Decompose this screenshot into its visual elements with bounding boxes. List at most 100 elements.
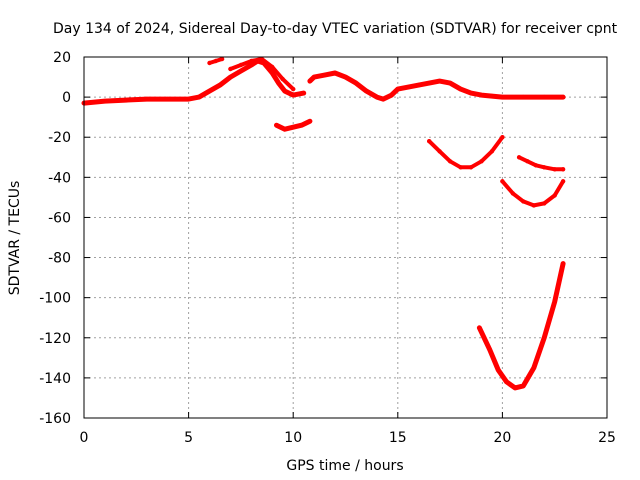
data-point	[531, 365, 536, 371]
data-point	[542, 335, 547, 340]
data-point	[496, 367, 501, 373]
data-point	[552, 167, 557, 172]
data-point	[282, 127, 287, 132]
series-track-arc-1	[427, 135, 505, 170]
data-point	[343, 74, 348, 80]
data-point	[525, 159, 530, 164]
y-tick-label: -20	[48, 130, 71, 146]
data-point	[521, 383, 526, 389]
data-point	[291, 86, 296, 92]
data-point	[280, 76, 285, 82]
y-tick-label: -80	[48, 251, 71, 267]
plot-frame	[83, 56, 608, 419]
data-point	[219, 56, 225, 62]
data-point	[437, 78, 442, 84]
data-point	[560, 179, 566, 184]
data-point	[238, 62, 244, 68]
data-point	[276, 80, 281, 86]
data-point	[274, 123, 279, 128]
y-tick-label: -60	[48, 210, 71, 226]
data-point	[468, 90, 474, 96]
series-track-arc-3	[516, 155, 566, 172]
series-line	[427, 135, 505, 170]
data-point	[447, 80, 453, 86]
data-point	[500, 179, 505, 184]
data-point	[560, 167, 566, 172]
data-point	[102, 98, 108, 104]
data-point	[374, 94, 380, 100]
data-point	[489, 93, 495, 99]
data-point	[186, 96, 191, 102]
x-tick-label: 0	[80, 430, 89, 446]
data-point	[468, 165, 474, 170]
data-point	[238, 68, 244, 74]
data-point	[516, 155, 522, 160]
data-point	[217, 82, 223, 88]
data-point	[477, 325, 482, 330]
data-point	[542, 94, 547, 100]
y-tick-label: 0	[62, 90, 71, 106]
data-point	[458, 86, 463, 92]
series-track-main	[81, 58, 307, 106]
chart-title: Day 134 of 2024, Sidereal Day-to-day VTE…	[53, 21, 618, 37]
data-point	[533, 163, 539, 168]
data-point	[521, 199, 526, 204]
data-point	[307, 78, 313, 84]
data-point	[427, 139, 432, 144]
data-point	[389, 92, 394, 98]
data-point	[353, 80, 359, 86]
data-point	[249, 62, 254, 68]
data-point	[504, 379, 509, 385]
series-track-arc-4	[476, 261, 566, 391]
series-track-drop	[274, 118, 313, 132]
x-axis-title: GPS time / hours	[286, 458, 403, 474]
data-point	[270, 64, 275, 70]
series-line	[307, 70, 566, 102]
data-point	[542, 201, 547, 206]
data-point	[560, 94, 566, 100]
data-point	[479, 92, 484, 98]
data-point	[381, 96, 386, 102]
series-track-main-upper	[228, 56, 296, 92]
data-point	[311, 74, 317, 80]
data-point	[489, 149, 495, 154]
data-point	[458, 165, 463, 170]
data-point	[560, 261, 566, 266]
data-point	[213, 58, 218, 64]
data-point	[332, 70, 338, 76]
x-tick-label: 15	[389, 430, 407, 446]
data-point	[552, 299, 557, 304]
data-point	[207, 60, 212, 66]
data-point	[322, 72, 327, 78]
data-point	[123, 97, 128, 103]
y-axis-ticks: 20 0 -20 -40 -60 -80 -100 -120 -140 -160	[39, 50, 607, 427]
x-axis-ticks: 0 5 10 15 20 25	[80, 57, 616, 446]
data-point	[521, 94, 526, 100]
data-point	[144, 96, 149, 102]
data-point	[479, 159, 484, 164]
series-line	[517, 155, 566, 172]
data-point	[228, 66, 233, 72]
data-point	[487, 347, 492, 352]
x-tick-label: 20	[493, 430, 511, 446]
data-point	[249, 58, 254, 64]
chart-series-layer	[81, 56, 566, 391]
y-tick-label: -100	[39, 291, 71, 307]
data-point	[165, 96, 170, 102]
data-point	[207, 88, 212, 94]
data-point	[196, 94, 202, 100]
series-line	[476, 261, 566, 391]
series-track-early-fragment	[207, 56, 225, 66]
series-track-arc-2	[500, 179, 566, 208]
data-point	[395, 86, 400, 92]
data-point	[291, 125, 296, 130]
chart-grid	[84, 57, 607, 418]
data-point	[301, 90, 306, 96]
data-point	[364, 88, 369, 94]
data-point	[270, 70, 275, 76]
data-point	[416, 82, 421, 88]
data-point	[307, 119, 313, 124]
x-tick-label: 5	[184, 430, 193, 446]
y-tick-label: -120	[39, 331, 71, 347]
